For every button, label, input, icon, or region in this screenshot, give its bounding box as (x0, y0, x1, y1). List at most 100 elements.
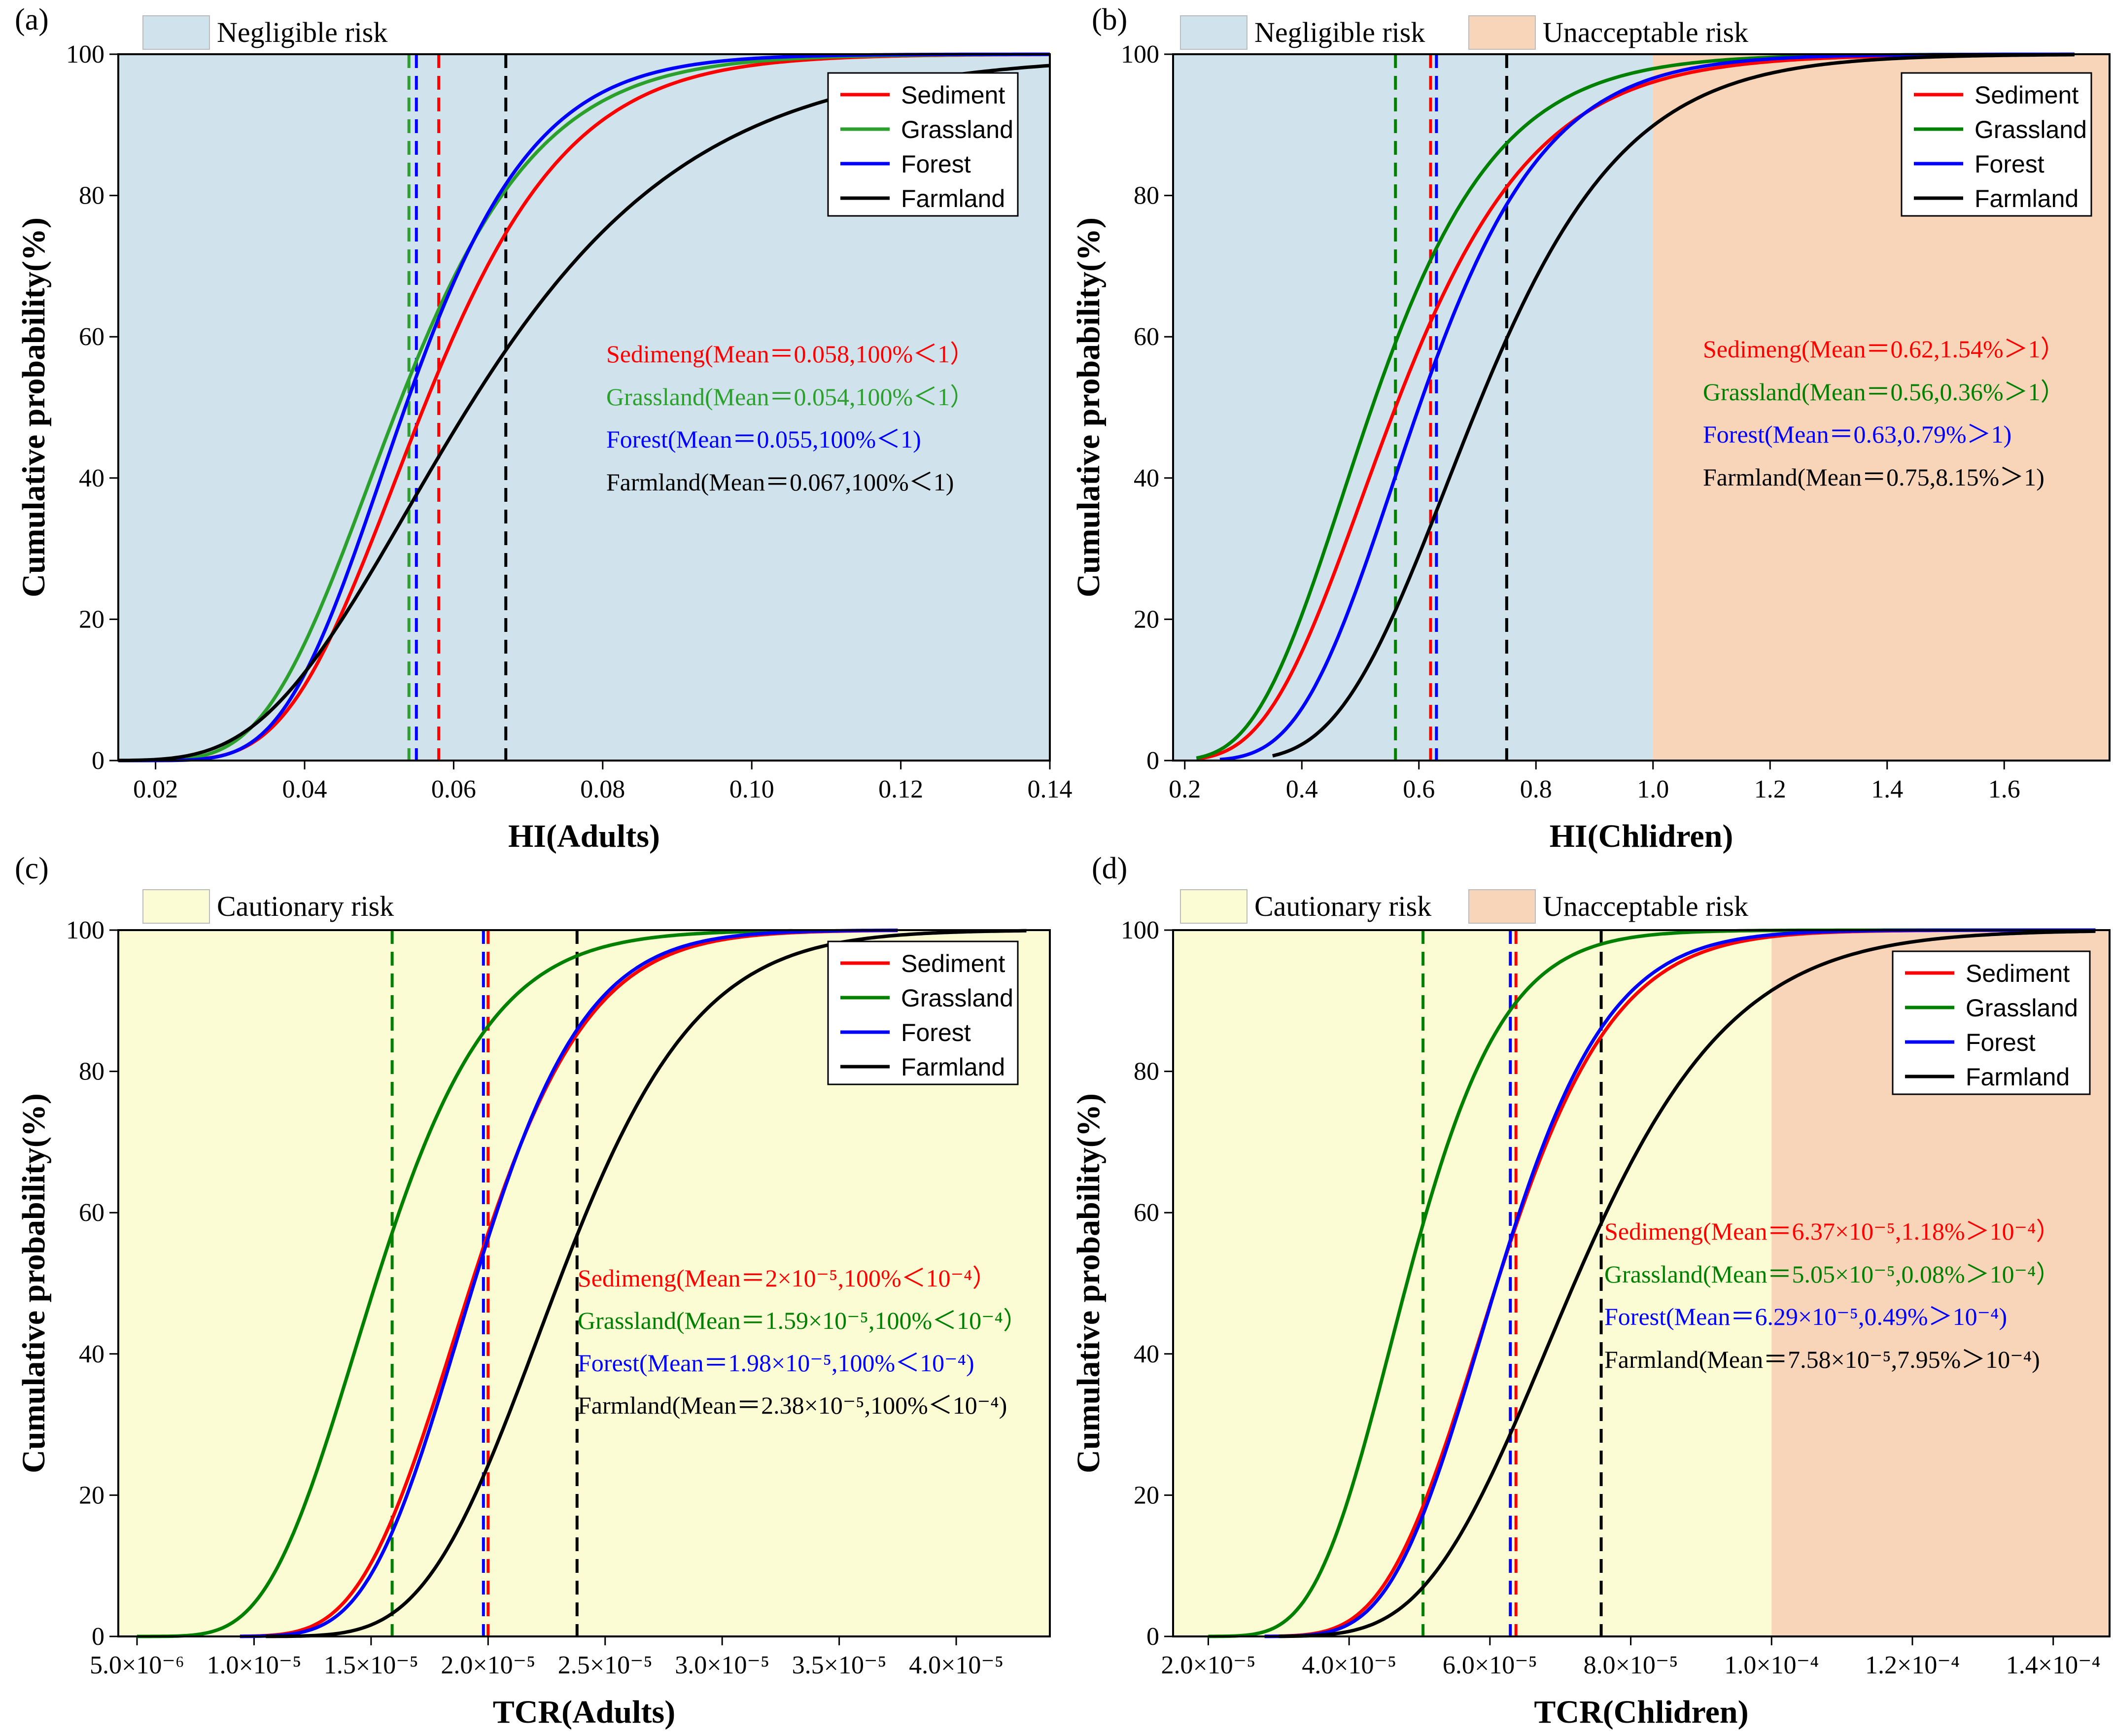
x-tick-label: 0.08 (580, 775, 625, 803)
x-tick-label: 1.4 (1871, 775, 1903, 803)
y-tick-label: 0 (1146, 1623, 1159, 1651)
region-label: Unacceptable risk (1543, 890, 1748, 922)
x-tick-label: 1.2 (1754, 775, 1786, 803)
y-tick-label: 60 (79, 323, 104, 351)
legend: Sediment Grassland Forest Farmland (1892, 950, 2091, 1095)
mean-annotation: Farmland(Mean＝0.75,8.15%＞1) (1703, 463, 2044, 491)
legend-label: Farmland (901, 185, 1005, 212)
mean-annotation: Forest(Mean＝0.055,100%＜1) (606, 425, 921, 453)
plot-frame (1172, 53, 2111, 762)
y-tick-label: 20 (1134, 1481, 1159, 1509)
mean-annotation: Grassland(Mean＝1.59×10⁻⁵,100%＜10⁻⁴） (578, 1307, 1028, 1334)
region-swatch (1180, 889, 1247, 924)
y-tick-label: 100 (66, 40, 104, 69)
y-tick-label: 0 (1146, 747, 1159, 775)
mean-annotation: Sedimeng(Mean＝6.37×10⁻⁵,1.18%＞10⁻⁴） (1604, 1217, 2060, 1245)
x-tick-label: 0.06 (431, 775, 476, 803)
legend-label: Grassland (1974, 116, 2087, 143)
mean-annotation: Forest(Mean＝1.98×10⁻⁵,100%＜10⁻⁴) (578, 1349, 974, 1377)
panel-label: (a) (15, 3, 49, 36)
legend-label: Grassland (901, 116, 1013, 143)
x-tick-label: 0.2 (1169, 775, 1201, 803)
x-tick-label: 4.0×10⁻⁵ (1302, 1651, 1396, 1679)
cdf-curve-farmland (1272, 53, 2075, 758)
x-tick-label: 1.2×10⁻⁴ (1865, 1651, 1960, 1679)
y-tick-label: 40 (1134, 464, 1159, 492)
legend-label: Sediment (1966, 960, 2070, 987)
y-tick-label: 40 (1134, 1340, 1159, 1368)
mean-annotation: Forest(Mean＝6.29×10⁻⁵,0.49%＞10⁻⁴) (1604, 1303, 2007, 1330)
y-tick-label: 20 (79, 605, 104, 633)
legend-box (827, 72, 1019, 217)
mean-annotation: Grassland(Mean＝0.56,0.36%＞1） (1703, 378, 2065, 406)
legend-label: Farmland (901, 1053, 1005, 1081)
y-tick-label: 40 (79, 1340, 104, 1368)
y-tick-label: 60 (1134, 323, 1159, 351)
panel-4: Cautionary risk Unacceptable risk 0 20 40 60 8… (1071, 852, 2111, 1730)
x-tick-label: 1.4×10⁻⁴ (2006, 1651, 2101, 1679)
x-tick-label: 1.6 (1988, 775, 2020, 803)
x-tick-label: 1.0 (1637, 775, 1669, 803)
y-tick-label: 80 (1134, 1058, 1159, 1086)
region-label: Unacceptable risk (1543, 16, 1748, 48)
cdf-curve-farmland (1279, 929, 2096, 1638)
y-tick-label: 60 (79, 1199, 104, 1227)
x-axis-label: HI(Chlidren) (1550, 818, 1733, 854)
y-tick-label: 20 (1134, 605, 1159, 633)
y-tick-label: 60 (1134, 1199, 1159, 1227)
x-tick-label: 2.5×10⁻⁵ (558, 1651, 653, 1679)
region-label: Cautionary risk (1254, 890, 1431, 922)
legend-label: Forest (901, 1019, 971, 1046)
legend-label: Sediment (901, 81, 1005, 109)
mean-annotation: Farmland(Mean＝2.38×10⁻⁵,100%＜10⁻⁴) (578, 1391, 1007, 1419)
x-tick-label: 1.5×10⁻⁵ (324, 1651, 418, 1679)
legend-box (827, 940, 1019, 1085)
region-label: Negligible risk (1254, 16, 1425, 48)
y-axis-label: Cumulative probability(%) (1071, 1093, 1107, 1473)
panel-3: Cautionary risk 0 20 40 60 80 100 5.0×10⁻⁶ 1.0×1… (15, 852, 1051, 1730)
mean-annotation: Farmland(Mean＝0.067,100%＜1) (606, 468, 954, 496)
x-tick-label: 6.0×10⁻⁵ (1443, 1651, 1537, 1679)
legend: Sediment Grassland Forest Farmland (827, 940, 1019, 1085)
y-tick-label: 100 (66, 916, 104, 944)
y-tick-label: 0 (92, 747, 104, 775)
legend-label: Forest (1974, 150, 2044, 178)
x-tick-label: 3.5×10⁻⁵ (792, 1651, 887, 1679)
x-axis-label: TCR(Chlidren) (1534, 1694, 1748, 1730)
x-tick-label: 2.0×10⁻⁵ (1161, 1651, 1255, 1679)
x-axis-label: HI(Adults) (508, 818, 660, 854)
y-tick-label: 80 (79, 1058, 104, 1086)
x-tick-label: 0.6 (1403, 775, 1435, 803)
panel-2: Negligible risk Unacceptable risk 0 20 40 60 8… (1071, 3, 2111, 854)
y-tick-label: 80 (1134, 182, 1159, 210)
mean-annotation: Farmland(Mean＝7.58×10⁻⁵,7.95%＞10⁻⁴) (1604, 1346, 2040, 1373)
cdf-curve-farmland (266, 929, 1027, 1638)
legend-box (1901, 72, 2092, 217)
region-label: Negligible risk (217, 16, 387, 48)
x-tick-label: 3.0×10⁻⁵ (675, 1651, 769, 1679)
region-swatch (1180, 15, 1247, 50)
x-tick-label: 4.0×10⁻⁵ (909, 1651, 1004, 1679)
x-tick-label: 0.04 (282, 775, 327, 803)
x-tick-label: 2.0×10⁻⁵ (441, 1651, 535, 1679)
legend-label: Sediment (1974, 81, 2078, 109)
y-tick-label: 0 (92, 1623, 104, 1651)
y-axis-label: Cumulative probability(%) (1071, 217, 1107, 597)
region-swatch (142, 15, 210, 50)
legend-label: Forest (1966, 1029, 2036, 1056)
risk-region (1173, 54, 1653, 761)
region-swatch (142, 889, 210, 924)
panel-1: Negligible risk 0 20 40 60 80 100 0.02 0.04 0.06 0… (15, 3, 1073, 854)
y-tick-label: 100 (1121, 916, 1159, 944)
panel-label: (c) (15, 852, 49, 885)
panel-label: (b) (1092, 3, 1127, 36)
legend-label: Farmland (1966, 1063, 2070, 1091)
y-tick-label: 100 (1121, 40, 1159, 69)
plot-frame (1172, 929, 2111, 1637)
x-tick-label: 5.0×10⁻⁶ (90, 1651, 184, 1679)
y-axis-label: Cumulative probability(%) (16, 1093, 52, 1473)
legend-label: Grassland (901, 984, 1013, 1012)
y-axis-label: Cumulative probability(%) (16, 217, 52, 597)
y-tick-label: 20 (79, 1481, 104, 1509)
y-tick-label: 40 (79, 464, 104, 492)
